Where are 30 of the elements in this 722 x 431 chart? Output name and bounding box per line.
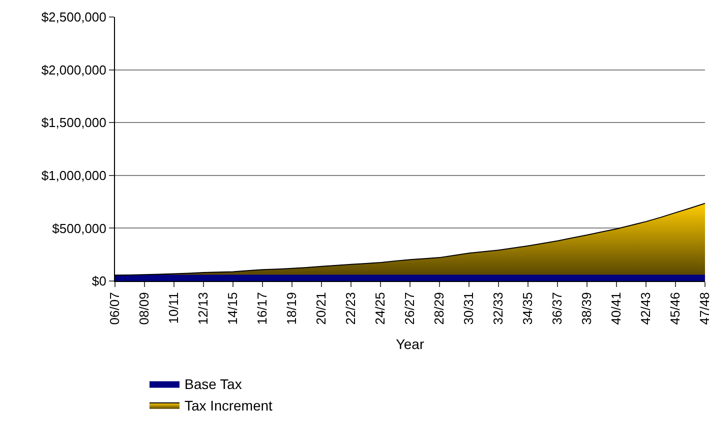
x-tick-label: 45/46 <box>668 292 683 325</box>
x-tick-label: 36/37 <box>550 292 565 325</box>
y-tick-label: $2,500,000 <box>41 10 106 25</box>
x-tick-label: 26/27 <box>402 292 418 325</box>
y-tick-label: $0 <box>92 274 106 289</box>
y-tick-label: $2,000,000 <box>41 62 106 78</box>
x-tick-label: 14/15 <box>225 292 240 325</box>
x-tick-label: 32/33 <box>490 292 506 325</box>
x-tick-label: 28/29 <box>432 292 447 325</box>
legend-label: Base Tax <box>184 376 242 392</box>
y-tick-label: $1,000,000 <box>41 168 106 183</box>
x-tick-label: 47/48 <box>697 292 712 325</box>
x-axis-title: Year <box>396 336 424 352</box>
x-tick-label: 06/07 <box>107 292 122 325</box>
x-tick-label: 16/17 <box>254 292 270 325</box>
x-tick-label: 38/39 <box>579 292 594 325</box>
x-tick-label: 40/41 <box>608 292 624 325</box>
x-tick-label: 42/43 <box>638 292 654 325</box>
x-tick-label: 18/19 <box>284 292 300 325</box>
y-tick-label: $1,500,000 <box>41 115 106 130</box>
x-tick-label: 10/11 <box>166 292 182 324</box>
x-tick-label: 22/23 <box>343 292 358 325</box>
x-tick-label: 24/25 <box>372 292 388 325</box>
y-tick-label: $500,000 <box>52 220 106 236</box>
x-tick-label: 20/21 <box>314 292 329 325</box>
x-tick-label: 30/31 <box>461 292 476 325</box>
x-tick-label: 34/35 <box>520 292 536 325</box>
x-tick-label: 08/09 <box>136 292 152 325</box>
legend-label: Tax Increment <box>184 397 273 414</box>
x-tick-label: 12/13 <box>196 292 211 325</box>
